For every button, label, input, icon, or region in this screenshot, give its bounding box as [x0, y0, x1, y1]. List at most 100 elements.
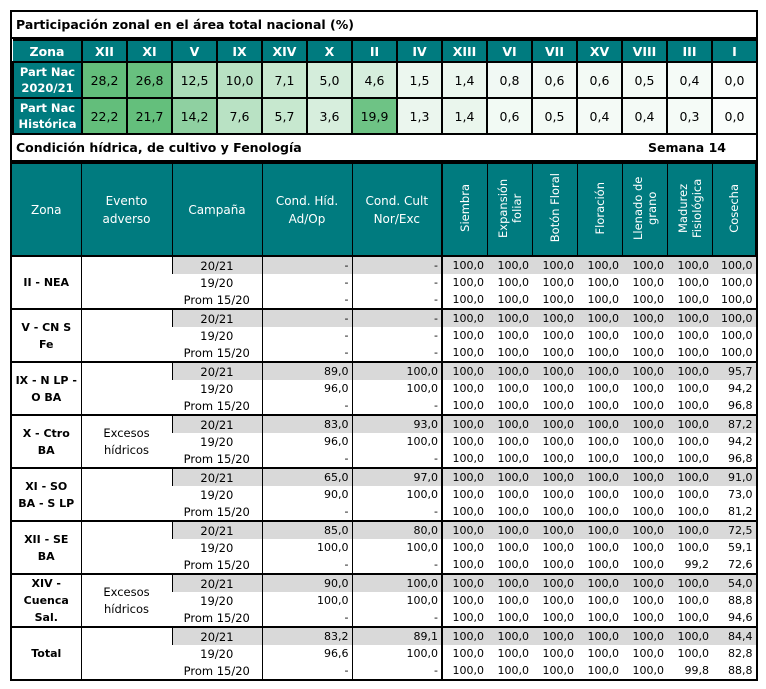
campaign-cell: 20/21	[171, 626, 262, 645]
value-cell: 100,0	[622, 255, 667, 274]
value-cell: 100,0	[677, 346, 710, 359]
campaign-cell: 20/21	[171, 255, 262, 274]
participation-value: 12,5	[171, 61, 218, 99]
campaign-cell: 20/21	[171, 361, 262, 380]
value-cell: -	[261, 255, 352, 274]
data-row: 19/20- -100,0 100,0 100,0 100,0 100,0 100,0 100…	[12, 327, 756, 344]
data-row: Prom 15/20- -100,0 100,0 100,0 100,0 100,0 99,…	[12, 556, 756, 574]
value-cell: 88,8	[728, 594, 753, 607]
participation-value: 22,2	[81, 97, 128, 135]
value-cell: 100,0	[487, 255, 532, 274]
campaign-cell: Prom 15/20	[183, 557, 250, 572]
value-cell: 85,0	[261, 520, 352, 539]
value-cell: 100,0	[677, 293, 710, 306]
zone-cell: XI - SO BA - S LP	[12, 467, 81, 521]
value-cell: 100,0	[721, 276, 753, 289]
value-cell: 100,0	[632, 505, 665, 518]
value-cell: 100,0	[261, 592, 352, 609]
data-row: Prom 15/20- -100,0 100,0 100,0 100,0 100,0 100…	[12, 450, 756, 468]
value-cell: -	[351, 503, 442, 521]
value-cell: 100,0	[542, 664, 575, 677]
value-cell: 96,0	[261, 380, 352, 397]
value-cell: 100,0	[532, 626, 577, 645]
zone-cell: IX - N LP - O BA	[12, 361, 81, 415]
value-cell: 96,8	[728, 399, 753, 412]
data-row: XIV - Cuenca Sal. Excesos hídricos 20/21 90…	[12, 573, 756, 627]
condition-table: Zona Evento adverso Campaña Cond. Híd. Ad/O…	[12, 162, 756, 679]
zone-header: VIII	[621, 39, 668, 63]
row-label-line: Part Nac	[19, 101, 76, 115]
participation-value: 10,0	[216, 61, 263, 99]
value-cell: -	[351, 291, 442, 309]
value-cell: 100,0	[622, 361, 667, 380]
condition-title-text: Condición hídrica, de cultivo y Fenologí…	[16, 140, 302, 155]
campaign-cell: 19/20	[200, 328, 234, 343]
value-cell: 100,0	[577, 573, 622, 592]
value-cell: 100,0	[487, 520, 532, 539]
value-cell: 96,8	[728, 452, 753, 465]
value-cell: 100,0	[677, 382, 710, 395]
campaign-cell: 19/20	[200, 646, 234, 661]
participation-title-text: Participación zonal en el área total nac…	[16, 17, 354, 32]
value-cell: 90,0	[261, 486, 352, 503]
data-row: II - NEA 20/21- -100,0 100,0 100,0 100,0 100,0…	[12, 255, 756, 309]
column-header-text: Siembra	[457, 184, 472, 232]
value-cell: 100,0	[587, 346, 620, 359]
value-cell: 100,0	[441, 592, 487, 609]
value-cell: 100,0	[721, 329, 753, 342]
value-cell: 100,0	[497, 558, 530, 571]
value-cell: 100,0	[542, 276, 575, 289]
value-cell: 100,0	[351, 645, 442, 662]
campaign-cell: 19/20	[200, 487, 234, 502]
zone-header: IV	[396, 39, 443, 63]
value-cell: 100,0	[587, 647, 620, 660]
value-cell: -	[351, 308, 442, 327]
value-cell: 100,0	[441, 414, 487, 433]
value-cell: 100,0	[497, 488, 530, 501]
value-cell: 100,0	[587, 452, 620, 465]
participation-value: 0,6	[486, 97, 533, 135]
value-cell: 100,0	[487, 361, 532, 380]
value-cell: 100,0	[497, 611, 530, 624]
value-cell: 100,0	[441, 645, 487, 662]
value-cell: 100,0	[497, 276, 530, 289]
zone-header: VI	[486, 39, 533, 63]
column-header: Llenado de grano	[622, 162, 668, 257]
zone-cell: XIV - Cuenca Sal.	[12, 573, 81, 627]
participation-row: Part Nac Histórica 22,2 21,7 14,2 7,6 5,7 3,6 19…	[12, 97, 756, 135]
value-cell: 100,0	[497, 329, 530, 342]
column-header-text: Cosecha	[726, 183, 741, 233]
value-cell: 100,0	[497, 664, 530, 677]
zone-header: X	[306, 39, 353, 63]
value-cell: 65,0	[261, 467, 352, 486]
value-cell: 100,0	[542, 647, 575, 660]
value-cell: 83,2	[261, 626, 352, 645]
zone-header: IX	[216, 39, 263, 63]
zone-header: XV	[576, 39, 623, 63]
value-cell: -	[351, 344, 442, 362]
value-cell: -	[351, 274, 442, 291]
value-cell: 99,2	[684, 558, 710, 571]
value-cell: 100,0	[632, 293, 665, 306]
value-cell: 100,0	[632, 558, 665, 571]
value-cell: 100,0	[441, 467, 487, 486]
value-cell: 100,0	[441, 450, 487, 468]
value-cell: 100,0	[622, 308, 667, 327]
value-cell: 100,0	[542, 329, 575, 342]
value-cell: 100,0	[587, 435, 620, 448]
value-cell: 100,0	[487, 467, 532, 486]
value-cell: 100,0	[532, 414, 577, 433]
data-row: 19/20 96,0 100,0 100,0 100,0 100,0 100,0 100,0 1…	[12, 433, 756, 450]
participation-value: 5,0	[306, 61, 353, 99]
value-cell: -	[261, 327, 352, 344]
value-cell: 100,0	[351, 592, 442, 609]
column-header: Madurez Fisiológica	[667, 162, 713, 257]
participation-value: 0,4	[576, 97, 623, 135]
value-cell: 100,0	[441, 503, 487, 521]
value-cell: 100,0	[542, 346, 575, 359]
value-cell: 100,0	[542, 452, 575, 465]
value-cell: 100,0	[587, 329, 620, 342]
value-cell: 100,0	[632, 541, 665, 554]
column-header: Cond. Híd. Ad/Op	[261, 162, 353, 257]
data-row: 19/20 100,0 100,0 100,0 100,0 100,0 100,0 100,0…	[12, 539, 756, 556]
